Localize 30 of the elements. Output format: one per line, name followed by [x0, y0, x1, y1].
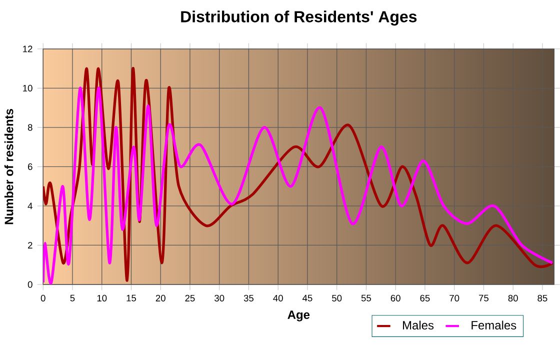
x-tick-label: 40 [273, 294, 283, 302]
x-tick-label: 15 [126, 294, 136, 302]
x-tick-label: 45 [302, 294, 312, 302]
x-tick-label: 55 [361, 294, 371, 302]
x-tick-label: 65 [420, 294, 430, 302]
legend-label: Females [472, 320, 516, 330]
x-tick-label: 70 [450, 294, 460, 302]
x-axis-title: Age [288, 310, 310, 322]
y-tick-label: 2 [28, 242, 32, 248]
x-tick-label: 50 [332, 294, 342, 302]
y-tick-label: 10 [23, 84, 32, 92]
y-tick-label: 0 [28, 281, 32, 288]
x-tick-label: 20 [156, 294, 166, 302]
x-tick-label: 5 [70, 294, 75, 302]
x-tick-label: 85 [538, 294, 548, 302]
y-tick-label: 6 [28, 163, 32, 170]
y-tick-label: 8 [28, 124, 32, 131]
x-tick-label: 80 [508, 294, 518, 302]
x-tick-label: 30 [214, 294, 224, 302]
x-tick-label: 25 [185, 294, 195, 302]
x-tick-label: 10 [97, 294, 107, 302]
y-tick-label: 12 [23, 45, 32, 52]
legend-label: Males [403, 320, 434, 330]
x-tick-label: 35 [244, 294, 254, 302]
x-tick-label: 60 [390, 294, 400, 302]
x-tick-label: 75 [478, 294, 488, 302]
y-tick-label: 4 [28, 202, 32, 209]
chart-title: Distribution of Residents' Ages [181, 10, 417, 26]
x-tick-label: 0 [40, 294, 46, 302]
y-axis-title: Number of residents [4, 108, 14, 224]
